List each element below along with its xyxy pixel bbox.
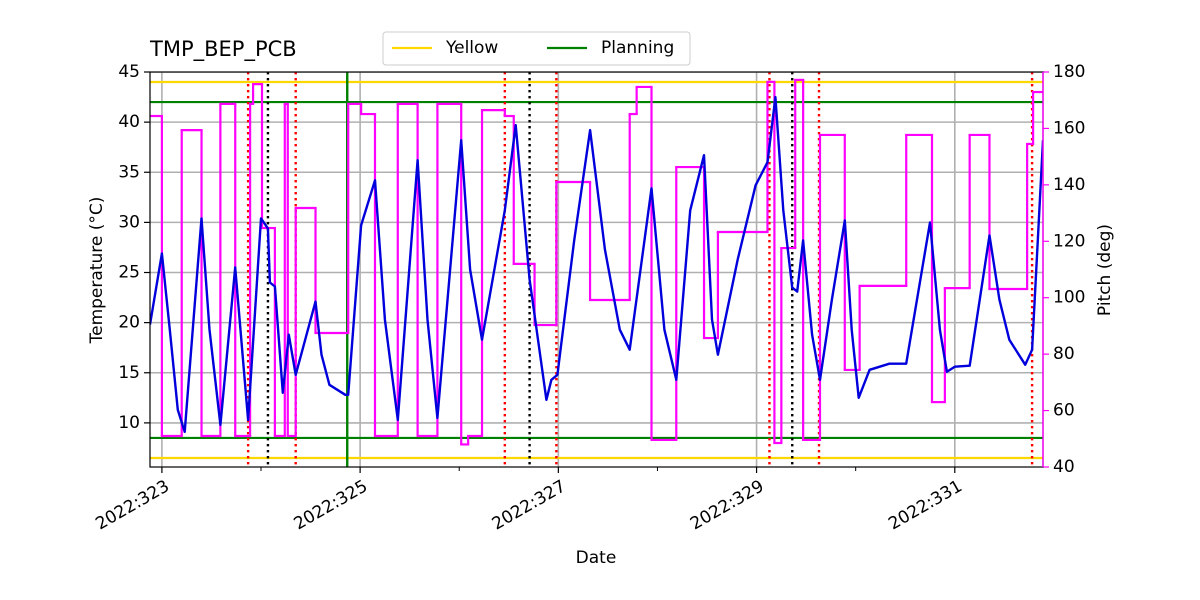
temperature-line bbox=[150, 95, 1043, 434]
y-tick-label: 45 bbox=[118, 62, 140, 82]
chart-title: TMP_BEP_PCB bbox=[149, 37, 297, 62]
y-tick-label: 20 bbox=[118, 313, 140, 333]
y2-tick-label: 120 bbox=[1053, 231, 1085, 251]
y2-tick-label: 140 bbox=[1053, 175, 1085, 195]
plot bbox=[150, 72, 1043, 467]
y-tick-label: 25 bbox=[118, 263, 140, 283]
legend-label: Planning bbox=[601, 38, 674, 58]
y2-tick-label: 100 bbox=[1053, 288, 1085, 308]
y-axis-label: Temperature (°C) bbox=[87, 197, 107, 345]
y-tick-label: 35 bbox=[118, 162, 140, 182]
y2-tick-label: 160 bbox=[1053, 118, 1085, 138]
y-tick-label: 15 bbox=[118, 363, 140, 383]
y2-axis-label: Pitch (deg) bbox=[1095, 224, 1115, 316]
legend-box bbox=[382, 31, 691, 66]
legend-label: Yellow bbox=[445, 38, 498, 58]
y2-tick-label: 40 bbox=[1053, 457, 1075, 477]
y-tick-label: 40 bbox=[118, 112, 140, 132]
y2-tick-label: 180 bbox=[1053, 62, 1085, 82]
y2-tick-label: 60 bbox=[1053, 401, 1075, 421]
y-tick-label: 10 bbox=[118, 413, 140, 433]
x-axis-label: Date bbox=[576, 548, 617, 568]
y2-tick-label: 80 bbox=[1053, 344, 1075, 364]
y-tick-label: 30 bbox=[118, 212, 140, 232]
